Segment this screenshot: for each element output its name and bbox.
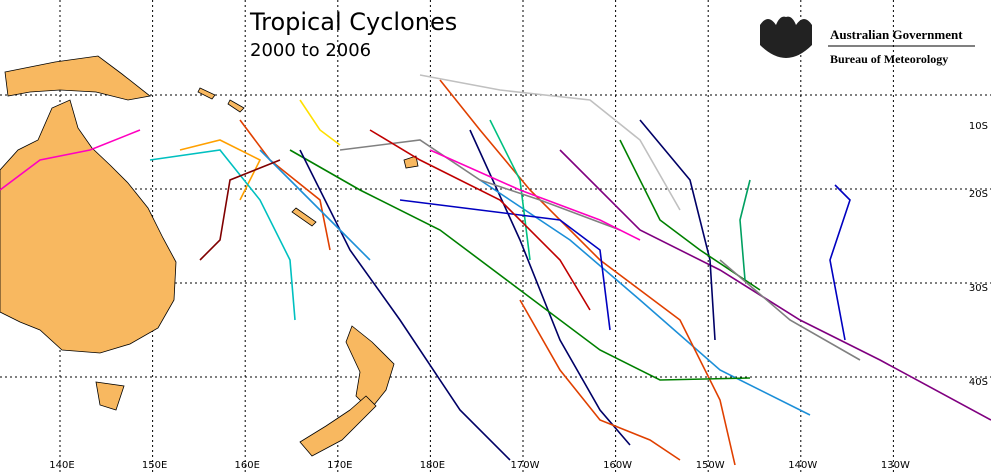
lon-label: 180E bbox=[420, 460, 445, 471]
logo: Australian Government Bureau of Meteorol… bbox=[760, 16, 975, 66]
track bbox=[289, 149, 751, 381]
new-guinea bbox=[4, 55, 151, 101]
nz-north bbox=[345, 325, 395, 411]
lon-label: 150W bbox=[696, 460, 725, 471]
australia bbox=[0, 99, 177, 354]
lat-label: 20S bbox=[969, 189, 988, 200]
logo-line2: Bureau of Meteorology bbox=[830, 52, 948, 66]
track bbox=[399, 199, 611, 331]
track bbox=[419, 74, 681, 211]
track bbox=[489, 119, 531, 261]
track bbox=[829, 184, 851, 341]
track bbox=[299, 99, 341, 146]
lon-label: 150E bbox=[142, 460, 167, 471]
track bbox=[469, 129, 631, 446]
track bbox=[149, 149, 296, 321]
track bbox=[439, 79, 736, 466]
lon-label: 130W bbox=[881, 460, 910, 471]
logo-line1: Australian Government bbox=[830, 27, 963, 42]
track bbox=[369, 129, 591, 311]
fiji bbox=[403, 155, 419, 169]
track bbox=[619, 139, 761, 291]
axis-labels: 140E 150E 160E 170E 180E 170W 160W 150W 140W 130W… bbox=[49, 121, 988, 471]
track bbox=[299, 149, 511, 461]
track bbox=[429, 149, 641, 241]
lat-label: 40S bbox=[969, 377, 988, 388]
solomons bbox=[197, 87, 245, 113]
track bbox=[179, 139, 262, 201]
crest bbox=[760, 16, 812, 59]
new-caledonia bbox=[291, 207, 317, 227]
lon-label: 140W bbox=[788, 460, 817, 471]
track bbox=[0, 129, 141, 191]
track bbox=[479, 179, 811, 416]
lon-label: 160E bbox=[234, 460, 259, 471]
tasmania bbox=[95, 381, 125, 411]
track bbox=[239, 119, 331, 251]
lon-label: 160W bbox=[603, 460, 632, 471]
lon-label: 140E bbox=[49, 460, 74, 471]
subtitle: 2000 to 2006 bbox=[250, 40, 371, 61]
track bbox=[739, 179, 751, 281]
track bbox=[259, 149, 371, 261]
track bbox=[199, 159, 281, 261]
track bbox=[519, 299, 681, 461]
track bbox=[639, 119, 716, 341]
track bbox=[719, 259, 861, 361]
lat-label: 10S bbox=[969, 121, 988, 132]
title: Tropical Cyclones bbox=[249, 8, 457, 36]
nz-south bbox=[299, 395, 377, 457]
land bbox=[0, 55, 419, 457]
track bbox=[559, 149, 991, 421]
lat-label: 30S bbox=[969, 283, 988, 294]
lon-label: 170E bbox=[327, 460, 352, 471]
cyclone-tracks bbox=[0, 74, 991, 466]
lon-label: 170W bbox=[511, 460, 540, 471]
